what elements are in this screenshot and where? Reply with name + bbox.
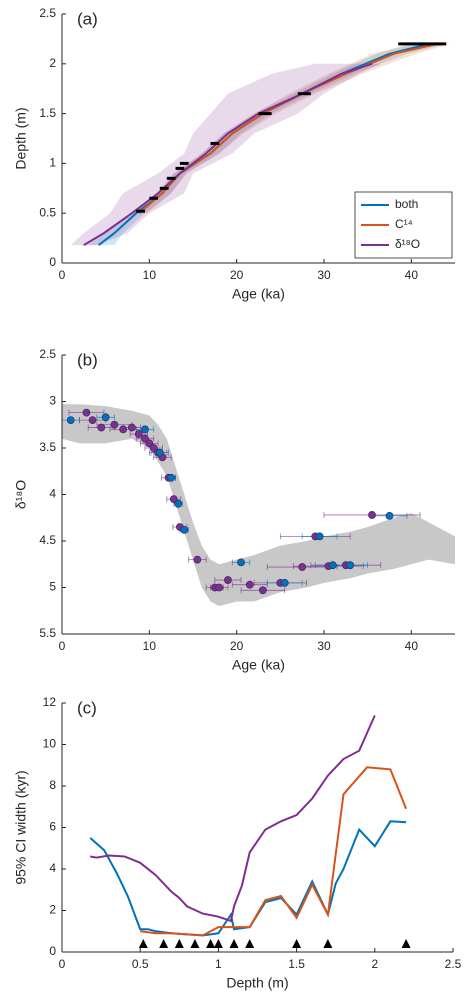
data-point [368, 511, 376, 519]
legend-label: both [395, 197, 418, 211]
y-tick-label: 4.5 [39, 533, 56, 547]
x-tick-label: 1.5 [288, 957, 305, 971]
x-tick-label: 40 [405, 639, 419, 653]
y-tick-label: 5 [49, 580, 56, 594]
data-point [97, 423, 106, 432]
data-point [193, 555, 202, 564]
data-point [82, 408, 91, 417]
x-tick-label: 2.5 [445, 957, 462, 971]
data-point [174, 499, 183, 508]
x-tick-label: 40 [405, 268, 419, 282]
x-axis-label: Depth (m) [226, 975, 288, 991]
data-point [88, 416, 97, 424]
data-point [134, 430, 143, 438]
panel-label: (b) [77, 350, 98, 369]
data-point [328, 561, 337, 570]
date-marker [213, 939, 223, 948]
data-point [215, 583, 224, 592]
panel: both C¹⁴ δ¹⁸O 0 10 20 30 40 0 0.5 1 1.5 2 2.5 Age (ka)… [13, 6, 455, 302]
confidence-band [131, 43, 451, 214]
y-tick-label: 2.5 [39, 6, 56, 20]
y-tick-label: 3.5 [39, 440, 56, 454]
panel-label: (c) [77, 698, 97, 717]
date-marker [190, 939, 200, 948]
data-point [119, 425, 128, 434]
x-tick-label: 30 [317, 639, 331, 653]
y-axis-label: δ¹⁸O [13, 480, 29, 509]
date-marker [174, 939, 184, 948]
data-point [101, 413, 110, 422]
data-point [258, 586, 267, 595]
data-point [110, 420, 119, 429]
data-point [167, 473, 176, 482]
data-point [245, 580, 254, 589]
data-point [141, 425, 149, 434]
series-line [89, 820, 407, 937]
y-tick-label: 0.5 [39, 205, 56, 219]
y-tick-label: 10 [43, 737, 57, 751]
y-tick-label: 5.5 [39, 626, 56, 640]
date-marker [138, 939, 148, 948]
data-point [298, 563, 307, 571]
data-point [180, 525, 189, 534]
y-tick-label: 0 [49, 944, 56, 958]
y-tick-label: 8 [49, 778, 56, 792]
x-axis-label: Age (ka) [232, 286, 285, 302]
date-marker [292, 939, 302, 948]
data-point [346, 561, 355, 570]
y-tick-label: 6 [49, 820, 56, 834]
legend-box [354, 191, 453, 259]
y-tick-label: 1.5 [39, 106, 56, 120]
confidence-band [70, 63, 381, 246]
x-tick-label: 0 [59, 639, 66, 653]
x-tick-label: 2 [371, 957, 378, 971]
data-point [66, 416, 75, 424]
x-tick-label: 0 [59, 268, 66, 282]
data-point [127, 423, 136, 432]
y-tick-label: 4 [49, 861, 56, 875]
y-axis-label: 95% CI width (kyr) [13, 770, 29, 884]
date-marker [229, 939, 239, 948]
date-marker [206, 939, 216, 948]
series-line [90, 715, 376, 923]
confidence-band [62, 404, 455, 607]
y-tick-label: 2.5 [39, 347, 56, 361]
x-axis-label: Age (ka) [232, 657, 285, 673]
x-tick-label: 0 [59, 957, 66, 971]
panel: 0 10 20 30 40 2.5 3 3.5 4 4.5 5 5.5 Age (ka) δ¹⁸O (b) [13, 347, 455, 673]
data-point [315, 532, 324, 541]
x-tick-label: 10 [143, 268, 157, 282]
date-marker [245, 939, 255, 948]
series-line [83, 62, 373, 246]
panel: 0 0.5 1 1.5 2 2.5 0 2 4 6 8 10 12 Depth (m) 95% CI wid… [13, 695, 462, 991]
x-tick-label: 20 [230, 268, 244, 282]
panel-label: (a) [77, 9, 98, 28]
legend-label: C¹⁴ [395, 217, 413, 231]
y-tick-label: 4 [49, 487, 56, 501]
y-tick-label: 2 [49, 56, 56, 70]
data-point [224, 576, 232, 584]
date-marker [159, 939, 169, 948]
data-point [385, 511, 394, 520]
date-marker [401, 939, 411, 948]
x-tick-label: 0.5 [132, 957, 149, 971]
data-point [155, 448, 164, 457]
y-tick-label: 12 [43, 695, 57, 709]
x-tick-label: 1 [215, 957, 222, 971]
x-tick-label: 30 [317, 268, 331, 282]
data-point [237, 558, 245, 567]
data-point [280, 578, 289, 587]
x-tick-label: 20 [230, 639, 244, 653]
legend-label: δ¹⁸O [395, 237, 420, 251]
series-line [140, 766, 408, 937]
y-tick-label: 0 [49, 255, 56, 269]
date-marker [323, 939, 333, 948]
y-axis-label: Depth (m) [13, 107, 29, 169]
y-tick-label: 1 [49, 156, 56, 170]
x-tick-label: 10 [143, 639, 157, 653]
y-tick-label: 3 [49, 394, 56, 408]
y-tick-label: 2 [49, 903, 56, 917]
